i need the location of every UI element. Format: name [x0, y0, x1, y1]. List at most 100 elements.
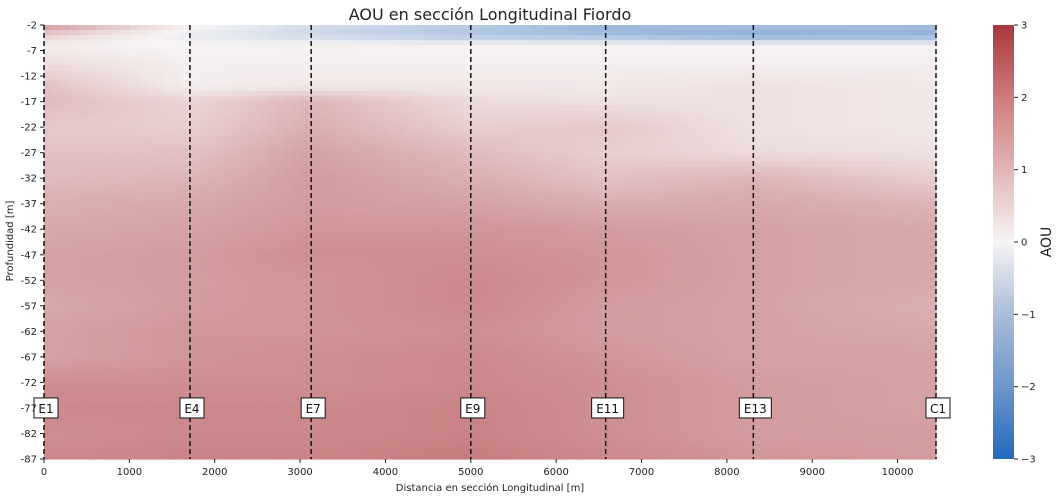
- heatmap-cell: [112, 125, 122, 132]
- heatmap-cell: [541, 120, 551, 127]
- heatmap-cell: [112, 216, 122, 223]
- heatmap-cell: [129, 95, 139, 102]
- heatmap-cell: [884, 211, 894, 218]
- heatmap-cell: [498, 50, 508, 56]
- heatmap-cell: [344, 262, 354, 268]
- heatmap-cell: [550, 125, 560, 132]
- heatmap-cell: [224, 55, 234, 61]
- heatmap-cell: [833, 141, 843, 147]
- heatmap-cell: [172, 30, 182, 36]
- heatmap-cell: [215, 191, 225, 198]
- heatmap-cell: [610, 130, 620, 137]
- heatmap-cell: [815, 70, 826, 77]
- heatmap-cell: [592, 100, 603, 107]
- heatmap-cell: [224, 262, 234, 268]
- heatmap-cell: [875, 65, 886, 72]
- heatmap-cell: [773, 75, 783, 82]
- heatmap-cell: [198, 196, 208, 203]
- heatmap-cell: [670, 216, 680, 223]
- heatmap-cell: [695, 196, 706, 203]
- heatmap-cell: [472, 196, 483, 203]
- heatmap-cell: [532, 100, 543, 107]
- heatmap-cell: [481, 115, 491, 122]
- heatmap-cell: [267, 252, 277, 258]
- heatmap-cell: [146, 216, 157, 223]
- heatmap-cell: [138, 191, 148, 198]
- heatmap-cell: [215, 65, 225, 72]
- heatmap-cell: [652, 35, 663, 41]
- heatmap-cell: [61, 166, 71, 172]
- heatmap-cell: [86, 55, 97, 61]
- heatmap-cell: [378, 201, 388, 208]
- heatmap-cell: [807, 247, 817, 253]
- heatmap-cell: [198, 176, 208, 183]
- heatmap-cell: [164, 70, 174, 77]
- heatmap-cell: [455, 166, 465, 172]
- heatmap-cell: [155, 120, 165, 127]
- heatmap-cell: [584, 186, 594, 193]
- heatmap-cell: [232, 262, 242, 268]
- heatmap-cell: [532, 171, 543, 177]
- heatmap-cell: [755, 65, 766, 72]
- heatmap-cell: [807, 35, 817, 41]
- heatmap-cell: [104, 206, 114, 213]
- heatmap-cell: [644, 90, 654, 97]
- heatmap-cell: [455, 161, 465, 167]
- heatmap-cell: [661, 196, 671, 203]
- heatmap-cell: [644, 50, 654, 56]
- heatmap-cell: [550, 35, 560, 41]
- heatmap-cell: [507, 65, 517, 72]
- heatmap-cell: [550, 181, 560, 188]
- heatmap-cell: [661, 125, 671, 132]
- heatmap-cell: [841, 65, 851, 72]
- heatmap-cell: [798, 80, 808, 87]
- heatmap-cell: [567, 211, 577, 218]
- heatmap-cell: [181, 247, 191, 253]
- heatmap-cell: [755, 151, 766, 157]
- heatmap-cell: [575, 191, 585, 198]
- heatmap-cell: [421, 216, 431, 223]
- heatmap-cell: [61, 186, 71, 193]
- heatmap-cell: [901, 191, 911, 198]
- heatmap-cell: [644, 166, 654, 172]
- heatmap-cell: [181, 35, 191, 41]
- heatmap-cell: [575, 161, 585, 167]
- heatmap-cell: [721, 60, 731, 66]
- heatmap-cell: [361, 45, 371, 51]
- heatmap-cell: [670, 186, 680, 193]
- heatmap-cell: [893, 201, 903, 208]
- heatmap-cell: [610, 181, 620, 188]
- heatmap-cell: [867, 130, 877, 137]
- heatmap-cell: [575, 80, 585, 87]
- heatmap-cell: [258, 186, 268, 193]
- heatmap-cell: [524, 65, 534, 72]
- heatmap-cell: [95, 201, 105, 208]
- heatmap-cell: [327, 115, 337, 122]
- heatmap-cell: [164, 236, 174, 243]
- heatmap-cell: [181, 141, 191, 147]
- heatmap-cell: [515, 156, 525, 162]
- heatmap-cell: [901, 85, 911, 92]
- heatmap-cell: [275, 40, 285, 46]
- heatmap-cell: [369, 242, 380, 248]
- heatmap-cell: [918, 186, 929, 193]
- heatmap-cell: [704, 236, 714, 243]
- heatmap-cell: [95, 211, 105, 218]
- heatmap-cell: [258, 85, 268, 92]
- heatmap-cell: [610, 95, 620, 102]
- heatmap-cell: [86, 221, 97, 228]
- heatmap-cell: [95, 226, 105, 233]
- heatmap-cell: [541, 151, 551, 157]
- heatmap-cell: [507, 141, 517, 147]
- heatmap-cell: [155, 30, 165, 36]
- heatmap-cell: [412, 206, 422, 213]
- heatmap-cell: [687, 151, 697, 157]
- heatmap-cell: [507, 90, 517, 97]
- heatmap-cell: [44, 156, 54, 162]
- heatmap-cell: [550, 100, 560, 107]
- heatmap-cell: [824, 125, 834, 132]
- heatmap-cell: [764, 65, 774, 72]
- heatmap-cell: [61, 136, 71, 142]
- heatmap-cell: [781, 161, 791, 167]
- heatmap-cell: [661, 186, 671, 193]
